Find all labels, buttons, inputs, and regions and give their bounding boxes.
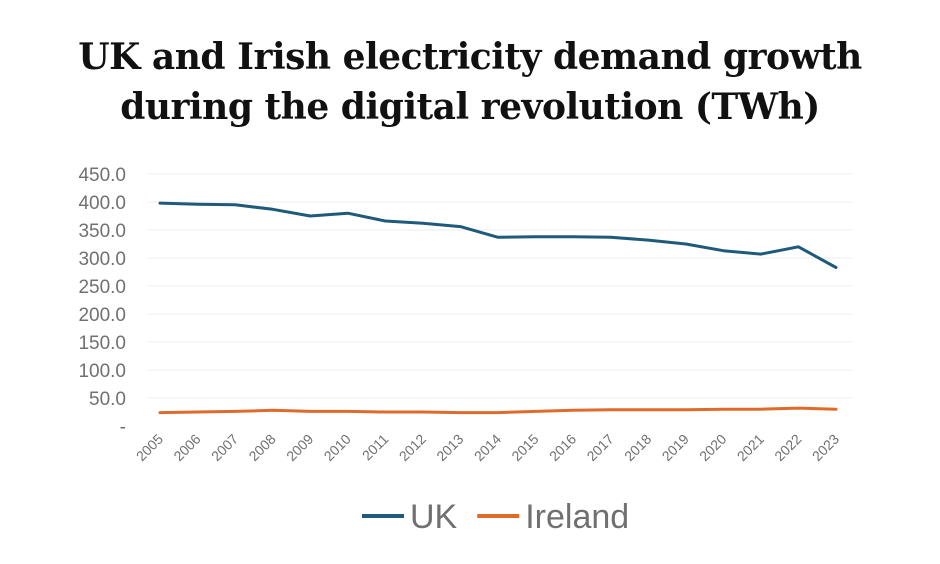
chart-title: UK and Irish electricity demand growth d… [0,32,940,132]
y-tick-label: 50.0 [89,389,126,410]
y-tick-label: - [120,417,126,438]
x-tick-label: 2006 [170,431,203,464]
y-tick-label: 350.0 [78,221,126,242]
series-line-uk [158,201,838,269]
x-axis-tick-labels: 2005 2006 2007 2008 2009 2010 2011 2012 2013 2014… [133,431,842,464]
y-tick-label: 200.0 [78,305,126,326]
x-tick-label: 2005 [133,431,166,464]
x-tick-label: 2018 [621,431,654,464]
x-tick-label: 2019 [659,431,692,464]
x-tick-label: 2023 [809,431,842,464]
x-tick-label: 2010 [321,431,354,464]
x-tick-label: 2015 [508,431,541,464]
series-line-ireland [158,406,838,415]
x-tick-label: 2012 [396,431,429,464]
legend: UK Ireland [362,498,629,536]
x-tick-label: 2009 [283,431,316,464]
x-tick-label: 2020 [696,431,729,464]
x-tick-label: 2011 [359,431,392,464]
x-tick-label: 2013 [433,431,466,464]
y-tick-label: 250.0 [78,277,126,298]
x-tick-label: 2008 [245,431,278,464]
x-tick-label: 2016 [546,431,579,464]
gridlines [148,173,852,399]
y-axis-tick-labels: - 50.0 100.0 150.0 200.0 250.0 300.0 350.0 400.0… [78,165,126,438]
x-tick-label: 2017 [583,431,616,464]
y-tick-label: 150.0 [78,333,126,354]
legend-label-uk: UK [410,498,458,536]
y-tick-label: 400.0 [78,193,126,214]
chart-title-line-1: UK and Irish electricity demand growth [78,36,862,78]
x-tick-label: 2021 [734,431,767,464]
y-tick-label: 100.0 [78,361,126,382]
legend-label-ireland: Ireland [525,498,629,536]
y-tick-label: 450.0 [78,165,126,186]
x-tick-label: 2007 [208,431,241,464]
x-tick-label: 2014 [471,431,504,464]
x-tick-label: 2022 [771,431,804,464]
y-tick-label: 300.0 [78,249,126,270]
chart-title-line-2: during the digital revolution (TWh) [120,86,820,128]
series-lines [158,201,838,415]
